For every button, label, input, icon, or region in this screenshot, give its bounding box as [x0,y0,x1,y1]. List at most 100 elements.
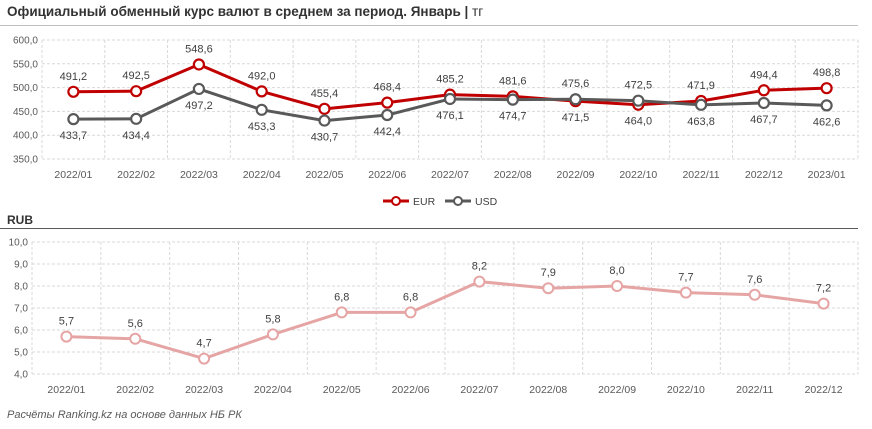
y-tick-label: 500,0 [13,83,38,94]
y-tick-label: 350,0 [13,155,38,166]
y-tick-label: 8,0 [14,282,28,293]
data-point-rub [60,330,73,343]
data-label-rub: 7,9 [541,267,556,279]
data-label-rub: 7,7 [678,272,693,284]
title-divider [0,25,858,26]
y-tick-label: 5,0 [14,348,28,359]
x-tick-label: 2022/04 [243,169,281,181]
data-label-rub: 5,8 [265,313,280,325]
data-label-usd: 453,3 [248,121,276,133]
data-point-eur [381,96,394,109]
x-tick-label: 2022/09 [598,384,636,396]
data-point-usd [255,103,268,116]
y-tick-label: 6,0 [14,326,28,337]
rub-section-label: RUB [7,213,33,227]
x-tick-label: 2022/05 [323,384,361,396]
data-label-usd: 476,1 [436,110,464,122]
x-tick-label: 2022/06 [368,169,406,181]
data-label-usd: 463,8 [687,116,715,128]
x-tick-label: 2022/10 [619,169,657,181]
data-point-usd [443,92,457,106]
data-point-usd [694,98,708,111]
data-point-rub [748,288,761,301]
data-point-rub [129,332,142,345]
exchange-rate-chart-eur-usd: 350,0 400,0 450,0 500,0 550,0 600,0 2022/01 202… [13,36,859,208]
x-tick-label: 2022/08 [529,384,567,396]
rub-section-divider [0,228,858,229]
data-label-eur: 492,0 [248,70,276,82]
data-point-rub [335,306,348,319]
title-unit: тг [472,4,484,19]
data-point-usd [820,99,833,112]
x-tick-label: 2022/11 [682,169,719,181]
legend-label: EUR [413,196,436,208]
data-label-usd: 472,5 [625,80,653,92]
data-label-usd: 474,7 [499,111,527,123]
data-point-usd [632,94,645,107]
data-label-eur: 548,6 [185,43,213,55]
data-point-rub [198,352,211,365]
y-tick-label: 10,0 [9,238,29,249]
x-tick-label: 2022/12 [745,169,783,181]
data-label-rub: 8,2 [472,261,487,273]
data-label-eur: 498,8 [813,67,841,79]
data-point-usd [130,112,143,125]
data-label-rub: 4,7 [196,338,211,350]
x-tick-label: 2022/11 [736,384,773,396]
data-label-eur: 481,6 [499,75,527,87]
x-tick-label: 2022/07 [431,169,469,181]
data-label-usd: 433,7 [60,130,88,142]
data-label-usd: 434,4 [122,130,150,142]
x-tick-label: 2022/03 [185,384,223,396]
legend-label: USD [475,196,498,208]
data-label-eur: 468,4 [373,82,401,94]
data-label-usd: 475,6 [562,78,590,90]
x-tick-label: 2023/01 [808,169,846,181]
legend-marker [453,196,463,206]
x-tick-label: 2022/12 [805,384,843,396]
data-label-eur: 492,5 [122,70,150,82]
data-point-eur [757,84,770,97]
x-tick-label: 2022/01 [47,384,85,396]
data-point-rub [542,282,555,295]
data-point-rub [817,297,830,310]
data-point-usd [67,113,80,126]
data-point-usd [569,93,582,106]
data-point-usd [506,93,519,106]
x-tick-label: 2022/09 [557,169,595,181]
data-point-usd [318,114,331,127]
x-tick-label: 2022/03 [180,169,218,181]
legend-item-usd: USD [445,196,498,208]
data-label-rub: 7,2 [816,283,831,295]
data-point-eur [820,82,833,95]
y-tick-label: 4,0 [14,370,28,381]
y-tick-label: 7,0 [14,304,28,315]
chart-title: Официальный обменный курс валют в средне… [7,4,484,19]
data-label-usd: 430,7 [311,132,339,144]
x-tick-label: 2022/06 [392,384,430,396]
data-point-usd [757,96,770,110]
source-note: Расчёты Ranking.kz на основе данных НБ Р… [7,409,242,421]
data-label-usd: 497,2 [185,100,213,112]
data-point-usd [192,82,206,96]
data-label-usd: 467,7 [750,114,778,126]
x-tick-label: 2022/04 [254,384,292,396]
data-point-rub [266,328,279,341]
y-tick-label: 400,0 [13,131,38,142]
data-label-rub: 5,6 [128,318,143,330]
data-point-eur [130,85,143,98]
data-label-rub: 8,0 [609,265,624,277]
x-tick-label: 2022/01 [54,169,92,181]
data-label-usd: 462,6 [813,116,841,128]
data-point-rub [473,275,486,288]
y-tick-label: 9,0 [14,260,28,271]
y-tick-label: 450,0 [13,107,38,118]
data-point-eur [67,85,80,98]
data-label-eur: 491,2 [60,71,88,83]
title-text: Официальный обменный курс валют в средне… [7,4,461,19]
data-label-eur: 485,2 [436,74,464,86]
y-tick-label: 550,0 [13,59,38,70]
data-label-eur: 494,4 [750,69,778,81]
data-label-rub: 5,7 [59,316,74,328]
